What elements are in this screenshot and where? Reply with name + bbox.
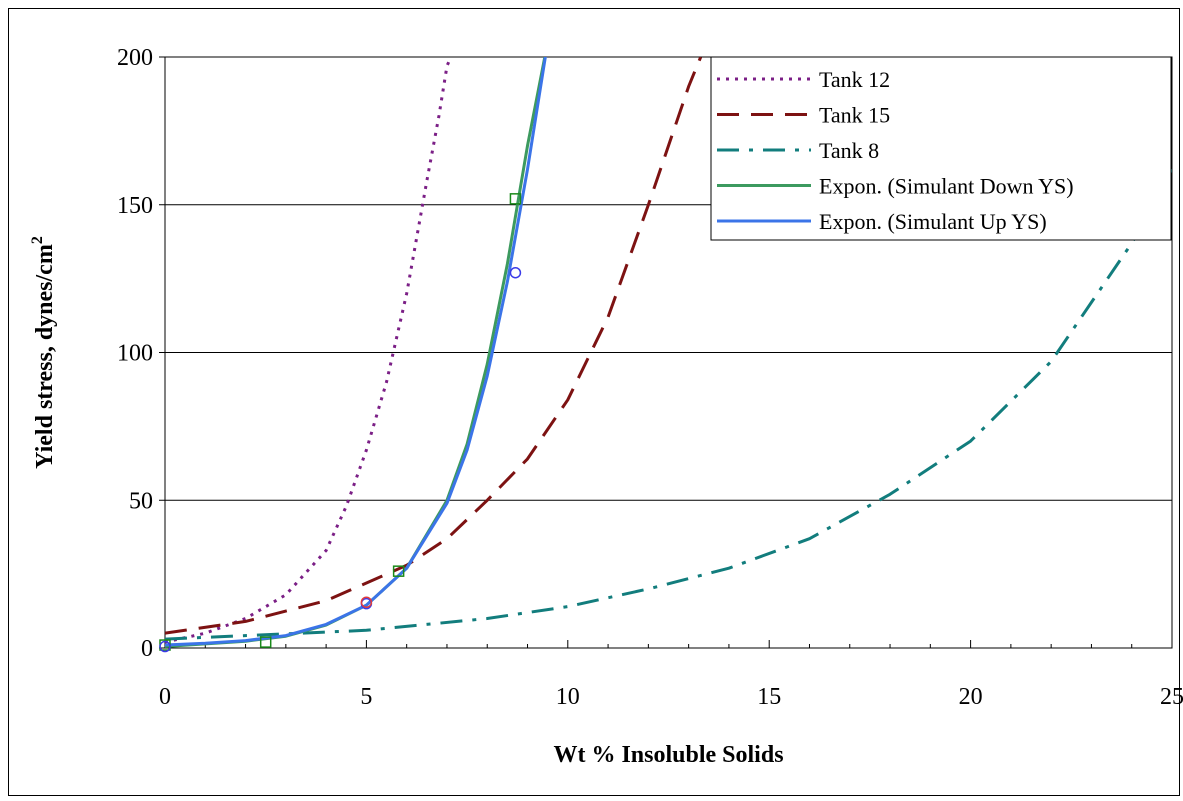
y-tick-label: 100 (117, 341, 153, 367)
data-marker-circle (509, 266, 522, 279)
legend-label-3: Expon. (Simulant Down YS) (819, 174, 1074, 199)
x-tick-label: 0 (159, 684, 171, 710)
data-marker-square (259, 636, 272, 648)
series-layer (165, 57, 1172, 648)
series-line-4 (165, 57, 547, 647)
data-marker-square (392, 565, 405, 577)
data-marker-square (509, 193, 522, 205)
series-line-0 (165, 57, 453, 644)
marker-layer (159, 193, 522, 653)
legend-box (710, 56, 1172, 241)
legend-label-0: Tank 12 (819, 67, 890, 92)
x-axis-title: Wt % Insoluble Solids (553, 742, 783, 768)
y-axis-title: Yield stress, dynes/cm2 (29, 236, 58, 469)
y-tick-label: 0 (141, 636, 153, 662)
x-tick-label: 25 (1160, 684, 1183, 710)
y-axis-title-superscript: 2 (29, 236, 46, 244)
data-marker-circle (360, 596, 373, 608)
legend-label-2: Tank 8 (819, 138, 879, 163)
x-tick-label: 15 (757, 684, 781, 710)
x-tick-label: 20 (959, 684, 983, 710)
legend-label-4: Expon. (Simulant Up YS) (819, 209, 1047, 234)
series-line-1 (165, 57, 703, 635)
y-axis-title-text: Yield stress, dynes/cm (32, 244, 58, 469)
gridlines (165, 204, 1172, 501)
data-marker-circle (159, 640, 171, 653)
series-line-3 (165, 57, 547, 648)
y-tick-label: 50 (129, 488, 153, 514)
axes: 0 50 100 150 200 0 5 10 15 20 25 (117, 45, 1183, 710)
series-line-2 (165, 168, 1172, 641)
y-tick-label: 150 (117, 193, 153, 219)
y-tick-label: 200 (117, 45, 153, 71)
legend-label-1: Tank 15 (819, 103, 890, 128)
x-tick-label: 10 (556, 684, 580, 710)
legend: Tank 12 Tank 15 Tank 8 Expon. (Simulant Dow… (710, 56, 1172, 241)
x-tick-label: 5 (360, 684, 372, 710)
chart-frame (8, 8, 1180, 796)
